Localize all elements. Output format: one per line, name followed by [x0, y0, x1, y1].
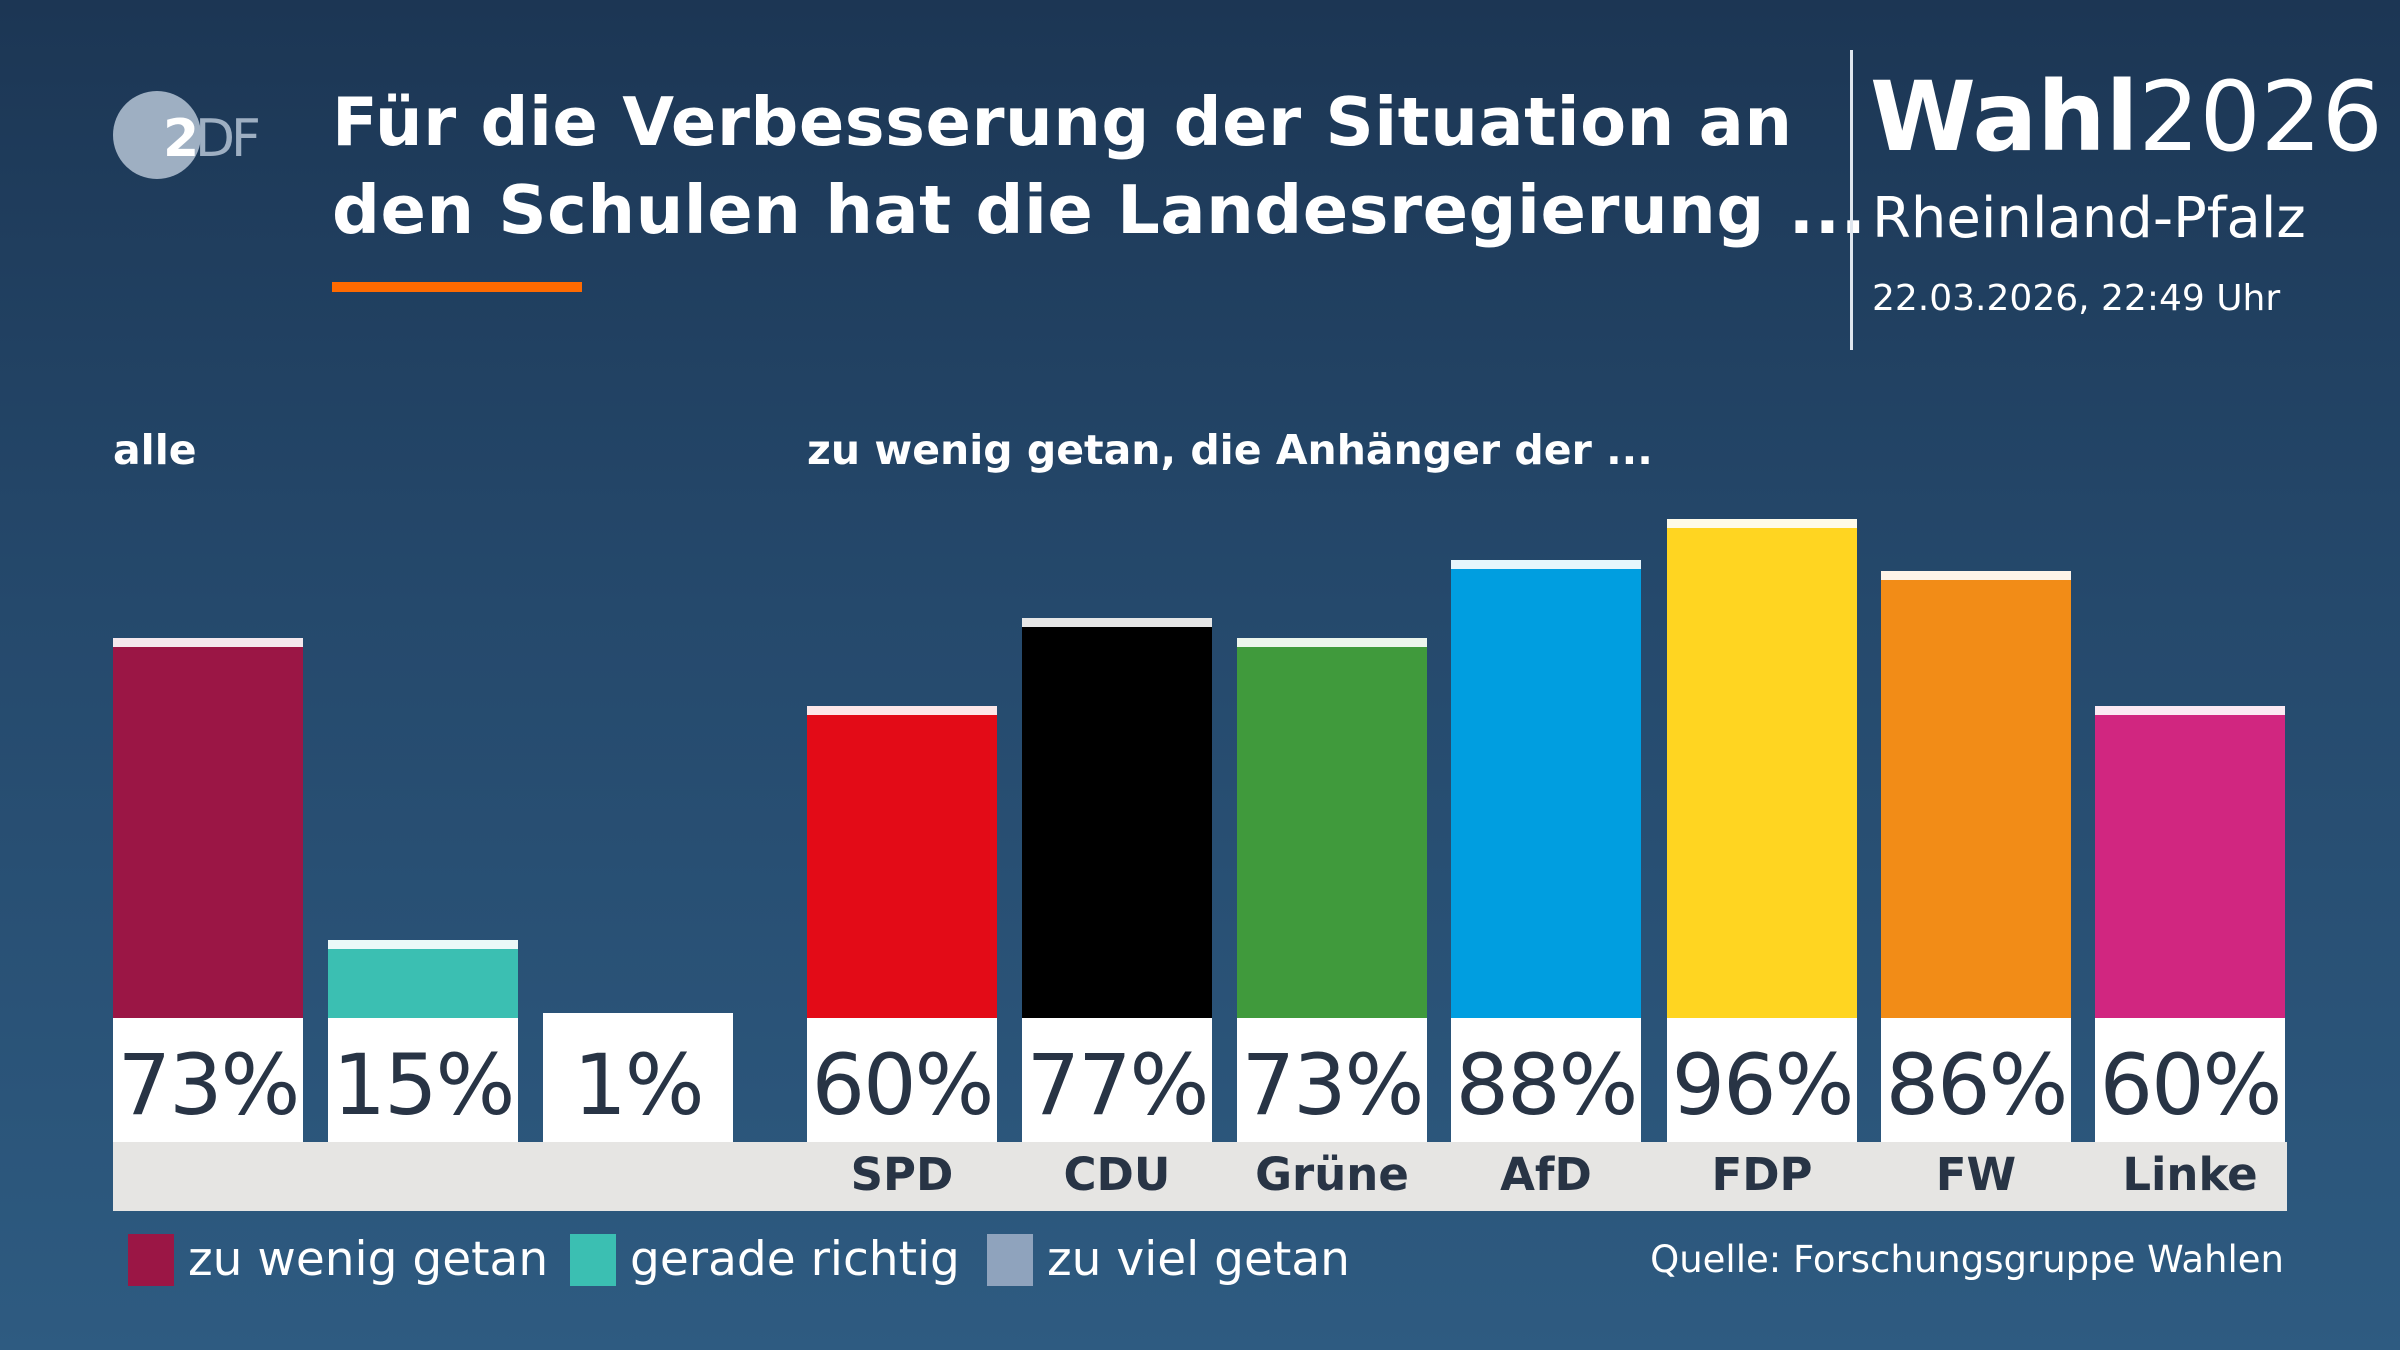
data-label: 15% [328, 1018, 518, 1142]
bar-cap [2095, 706, 2285, 715]
legend-swatch [128, 1233, 174, 1286]
bar-cap [1451, 560, 1641, 570]
bar-cap [328, 940, 518, 949]
data-label: 73% [1237, 1018, 1427, 1142]
divider [1850, 50, 1853, 350]
brand-bold: Wahl [1870, 61, 2139, 173]
data-label: 1% [543, 1018, 733, 1142]
chart-title: Für die Verbesserung der Situation an de… [332, 78, 1867, 254]
bar-grüne [1237, 638, 1427, 1018]
title-line-2: den Schulen hat die Landesregierung ... [332, 171, 1867, 249]
bar-cap [1881, 570, 2071, 580]
legend-swatch [987, 1233, 1033, 1286]
bar-spd [807, 706, 997, 1018]
data-label: 88% [1451, 1018, 1641, 1142]
category-label: Grüne [1255, 1148, 1409, 1201]
category-label: Linke [2122, 1148, 2258, 1201]
group-title-parties: zu wenig getan, die Anhänger der ... [807, 426, 1653, 474]
zdf-logo: 2 DF [113, 91, 262, 179]
legend-label: gerade richtig [630, 1232, 960, 1287]
legend-label: zu wenig getan [188, 1232, 549, 1287]
title-line-1: Für die Verbesserung der Situation an [332, 83, 1793, 161]
source: Quelle: Forschungsgruppe Wahlen [1650, 1238, 2284, 1281]
legend-label: zu viel getan [1047, 1232, 1350, 1287]
svg-text:2: 2 [163, 109, 195, 169]
data-label: 60% [807, 1018, 997, 1142]
legend-item-too-little: zu wenig getan [128, 1232, 548, 1287]
brand-title: Wahl2026 [1870, 62, 2383, 172]
bar-afd [1451, 560, 1641, 1018]
bar-fdp [1667, 518, 1857, 1018]
category-band [113, 1142, 2287, 1211]
bar-fw [1881, 570, 2071, 1018]
data-label: 73% [113, 1018, 303, 1142]
bar-zu-wenig-getan [113, 638, 303, 1018]
date: 22.03.2026, 22:49 Uhr [1872, 278, 2281, 319]
legend-item-too-much: zu viel getan [987, 1232, 1350, 1287]
category-label: AfD [1500, 1148, 1592, 1201]
bar-gerade-richtig [328, 940, 518, 1018]
bar-cdu [1022, 617, 1212, 1018]
bar-zu-viel-getan [543, 1012, 733, 1022]
bar-cap [807, 706, 997, 715]
data-label: 86% [1881, 1018, 2071, 1142]
group-title-all: alle [113, 426, 197, 474]
legend-swatch [570, 1233, 616, 1286]
legend-item-just-right: gerade richtig [570, 1232, 960, 1287]
bar-cap [1667, 518, 1857, 528]
accent-line [332, 282, 582, 292]
bar-cap [543, 1012, 733, 1022]
category-label: CDU [1063, 1148, 1171, 1201]
bar-cap [1022, 617, 1212, 627]
category-label: SPD [850, 1148, 954, 1201]
bar-cap [1237, 638, 1427, 648]
bar-cap [113, 638, 303, 648]
data-label: 60% [2095, 1018, 2285, 1142]
bar-linke [2095, 706, 2285, 1018]
region: Rheinland-Pfalz [1872, 186, 2306, 251]
category-label: FW [1935, 1148, 2017, 1201]
data-label: 77% [1022, 1018, 1212, 1142]
svg-text:DF: DF [195, 109, 258, 169]
category-label: FDP [1711, 1148, 1813, 1201]
data-label: 96% [1667, 1018, 1857, 1142]
brand-year: 2026 [2138, 61, 2383, 173]
